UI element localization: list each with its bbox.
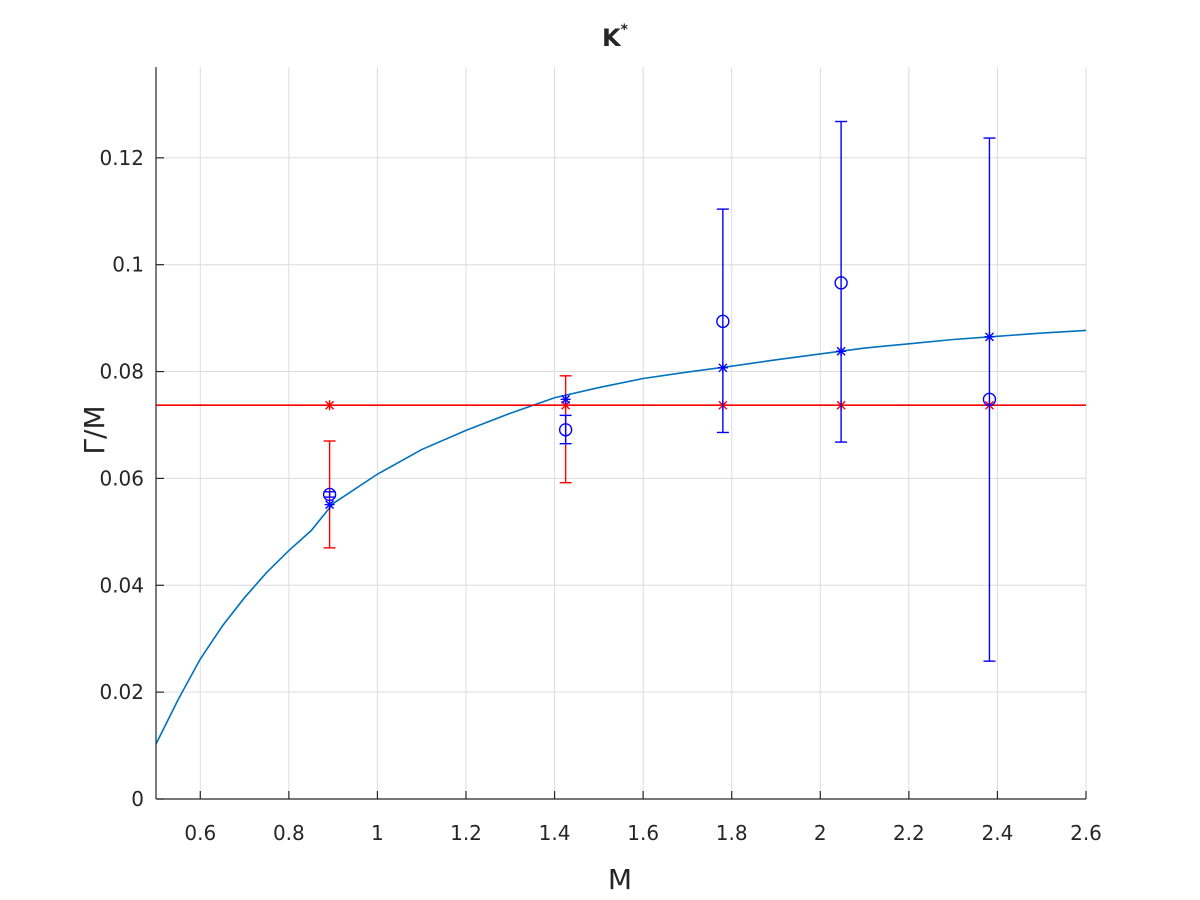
- y-tick-label: 0.06: [99, 466, 144, 490]
- error-bar: [983, 137, 996, 662]
- y-tick-label: 0.04: [99, 573, 144, 597]
- error-bar: [323, 491, 336, 498]
- star-marker: [324, 499, 335, 510]
- x-axis-label: M: [608, 863, 632, 896]
- star-stroke: [325, 400, 335, 410]
- chart-title-superscript: *: [621, 22, 629, 38]
- x-tick-label: 1.4: [539, 821, 571, 845]
- tick-labels: 0.6 0.8 1 1.2 1.4 1.6 1.8 2 2.2 2.4 2.6 0 0.02 0.04 0.…: [99, 146, 1101, 845]
- star-stroke: [718, 363, 728, 373]
- star-marker: [984, 331, 995, 342]
- star-marker: [717, 362, 728, 373]
- x-tick-label: 1.2: [450, 821, 482, 845]
- y-tick-label: 0.12: [99, 146, 144, 170]
- circle-marker: [982, 392, 997, 407]
- star-stroke: [836, 346, 846, 356]
- axes: [155, 67, 1087, 800]
- x-tick-label: 1: [371, 821, 384, 845]
- circle-marker: [716, 314, 730, 329]
- chart-title-main: K: [602, 24, 622, 52]
- x-tick-label: 1.6: [627, 821, 659, 845]
- error-bar: [559, 414, 572, 445]
- x-tick-label: 2: [814, 821, 827, 845]
- chart-title: K*: [602, 22, 629, 52]
- x-tick-label: 0.6: [184, 821, 216, 845]
- star-marker: [324, 400, 335, 411]
- y-tick-label: 0.1: [112, 253, 144, 277]
- star-marker: [836, 346, 847, 357]
- error-bar: [835, 120, 848, 443]
- star-stroke: [984, 332, 994, 342]
- y-axis-label: Γ/M: [78, 405, 111, 454]
- x-tick-label: 2.4: [982, 821, 1014, 845]
- x-tick-label: 0.8: [273, 821, 305, 845]
- y-tick-label: 0.02: [99, 680, 144, 704]
- y-tick-label: 0: [131, 787, 144, 811]
- circle-marker: [558, 423, 573, 437]
- y-tick-label: 0.08: [99, 360, 144, 384]
- star-marker: [560, 394, 571, 405]
- star-stroke: [561, 394, 571, 404]
- star-stroke: [325, 500, 335, 510]
- x-tick-label: 2.2: [893, 821, 925, 845]
- error-bar: [716, 208, 729, 434]
- x-tick-label: 2.6: [1070, 821, 1102, 845]
- circle-marker: [834, 276, 848, 290]
- plot-area: [155, 120, 1087, 745]
- x-tick-label: 1.8: [716, 821, 748, 845]
